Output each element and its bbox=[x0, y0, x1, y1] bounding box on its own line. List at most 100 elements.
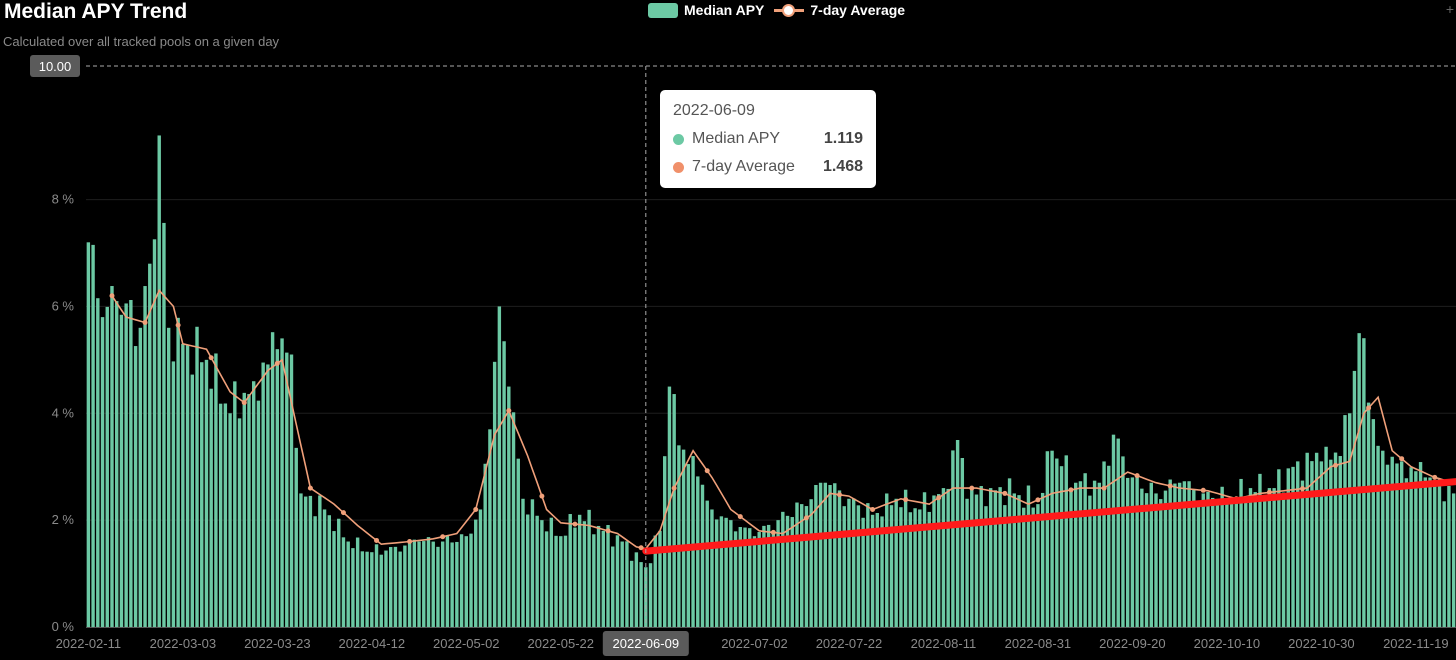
line-point bbox=[1333, 462, 1339, 468]
bar bbox=[743, 527, 747, 627]
line-point bbox=[1167, 483, 1173, 489]
bar bbox=[497, 306, 502, 627]
bar bbox=[403, 545, 407, 627]
bar bbox=[530, 499, 535, 627]
bar bbox=[1092, 480, 1097, 627]
tooltip-dot-median-apy bbox=[673, 133, 684, 145]
bar bbox=[866, 503, 870, 627]
bar bbox=[1220, 486, 1224, 627]
line-point bbox=[175, 322, 181, 328]
toolbox-icon[interactable]: + bbox=[1445, 1, 1454, 17]
bar bbox=[634, 552, 639, 627]
bar bbox=[544, 531, 549, 627]
bar bbox=[440, 541, 445, 627]
bar bbox=[965, 498, 969, 627]
crosshair-y-label: 10.00 bbox=[39, 59, 72, 74]
bar bbox=[218, 403, 223, 627]
bar bbox=[927, 511, 931, 627]
bar bbox=[1045, 451, 1050, 627]
bar bbox=[1102, 461, 1106, 627]
line-point bbox=[903, 497, 909, 503]
bar bbox=[417, 541, 421, 627]
x-tick-label-6: 2022-07-02 bbox=[721, 636, 788, 651]
bar bbox=[785, 515, 790, 627]
legend-label-7day-average: 7-day Average bbox=[810, 2, 906, 18]
line-point bbox=[1200, 487, 1206, 493]
bar bbox=[762, 525, 766, 627]
bar bbox=[96, 298, 100, 627]
bar bbox=[781, 511, 785, 627]
line-point bbox=[737, 514, 743, 520]
bar bbox=[124, 303, 128, 627]
bar bbox=[1329, 459, 1333, 627]
bar bbox=[242, 392, 246, 627]
bar bbox=[1078, 481, 1083, 627]
line-point bbox=[440, 534, 446, 540]
bar bbox=[663, 456, 667, 627]
legend-item-7day-average[interactable]: 7-day Average bbox=[774, 1, 905, 19]
bar bbox=[204, 359, 209, 627]
trend-line-path bbox=[642, 478, 1456, 555]
bar bbox=[1059, 466, 1064, 627]
trend-line bbox=[642, 478, 1456, 555]
bar bbox=[1130, 477, 1135, 627]
legend-item-median-apy[interactable]: Median APY bbox=[648, 1, 764, 19]
bar bbox=[237, 418, 242, 627]
line-point bbox=[473, 506, 479, 512]
bar bbox=[1352, 370, 1357, 627]
tooltip-row-median-apy: Median APY 1.119 bbox=[673, 128, 863, 150]
bar bbox=[247, 394, 251, 627]
bar bbox=[1173, 483, 1177, 627]
bar bbox=[285, 352, 289, 627]
line-point bbox=[803, 515, 809, 521]
bar bbox=[837, 490, 842, 627]
bar bbox=[303, 496, 308, 627]
tooltip-name-median-apy: Median APY bbox=[692, 130, 781, 147]
bar bbox=[100, 317, 105, 627]
bar bbox=[280, 338, 284, 627]
bar bbox=[885, 493, 889, 627]
bar bbox=[658, 530, 662, 627]
bar bbox=[1012, 493, 1016, 627]
bar bbox=[171, 361, 176, 627]
bar bbox=[1097, 482, 1102, 627]
bar bbox=[1362, 338, 1366, 627]
y-tick-label-1: 2 % bbox=[52, 512, 75, 527]
bar bbox=[1357, 333, 1361, 627]
bar bbox=[502, 341, 506, 627]
bar bbox=[1121, 456, 1125, 627]
crosshair-y-badge bbox=[30, 55, 80, 77]
bar bbox=[998, 487, 1002, 627]
bar bbox=[322, 509, 327, 627]
bar bbox=[1036, 504, 1040, 627]
bar bbox=[880, 516, 884, 627]
bar bbox=[1267, 488, 1272, 627]
bar bbox=[370, 552, 374, 627]
bar bbox=[138, 327, 143, 627]
bar bbox=[559, 536, 563, 627]
bar bbox=[450, 542, 454, 627]
bar bbox=[667, 386, 672, 627]
bar bbox=[1310, 461, 1314, 627]
bar bbox=[611, 546, 615, 627]
bar bbox=[1399, 461, 1404, 627]
bar bbox=[842, 506, 846, 627]
line-point bbox=[1366, 405, 1372, 411]
bar bbox=[776, 520, 780, 627]
line-point bbox=[374, 537, 380, 543]
bar bbox=[993, 490, 998, 627]
line-point bbox=[770, 529, 776, 535]
bar bbox=[1040, 492, 1045, 627]
bar bbox=[200, 362, 204, 627]
bar bbox=[710, 509, 714, 627]
bar bbox=[1211, 497, 1215, 627]
x-tick-label-12: 2022-10-30 bbox=[1288, 636, 1355, 651]
bar bbox=[266, 364, 270, 627]
bar bbox=[596, 525, 601, 627]
bar bbox=[870, 514, 875, 627]
bar bbox=[1385, 464, 1390, 627]
bar bbox=[615, 535, 620, 627]
bar bbox=[119, 314, 124, 627]
bar bbox=[133, 346, 138, 627]
